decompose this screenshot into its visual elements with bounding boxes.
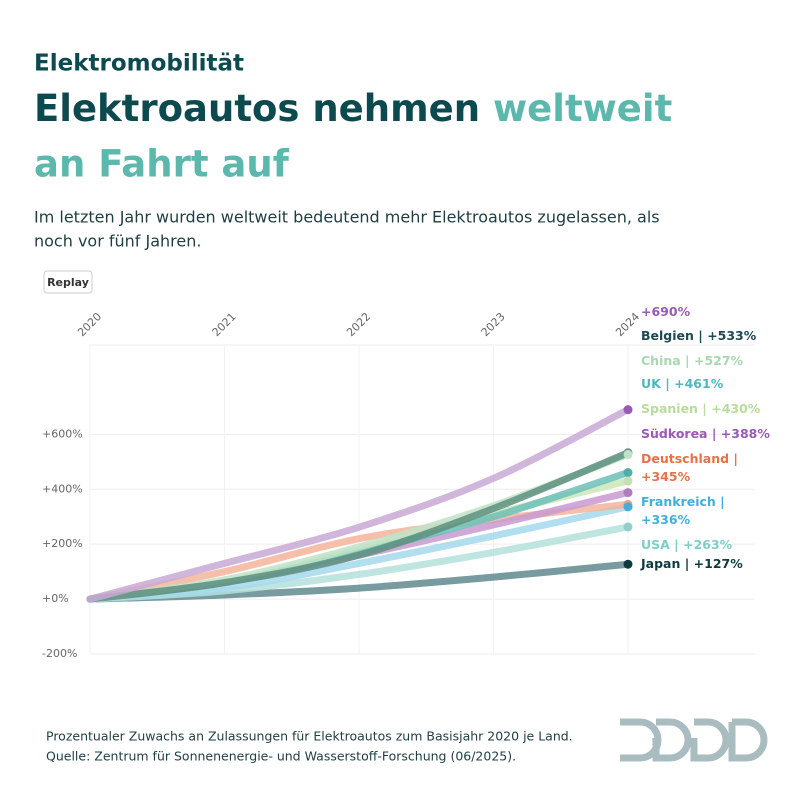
series-label: Deutschland | +345%	[641, 451, 742, 484]
series-label: Spanien | +430%	[641, 401, 761, 416]
value-label: +527%	[694, 353, 744, 368]
footnote: Prozentualer Zuwachs an Zulassungen für …	[46, 729, 573, 744]
value-label: +533%	[707, 328, 757, 343]
series-label: Südkorea | +388%	[641, 426, 770, 441]
x-tick-label: 2020	[75, 310, 104, 339]
series-label: Frankreich | +336%	[641, 494, 729, 527]
title-accent: weltweit	[493, 87, 672, 130]
series-line	[86, 406, 632, 603]
value-label: +690%	[641, 304, 691, 319]
subtitle: Im letzten Jahr wurden weltweit bedeuten…	[34, 208, 660, 227]
series-name: Belgien	[641, 328, 694, 343]
y-tick-label: -200%	[42, 647, 77, 660]
y-tick-label: +600%	[42, 427, 83, 440]
end-point	[623, 405, 633, 415]
series-label: UK | +461%	[641, 376, 724, 391]
value-label: +336%	[641, 512, 691, 527]
end-point	[623, 449, 633, 459]
title-part: Elektroautos nehmen	[34, 87, 493, 130]
end-point	[623, 468, 633, 478]
y-tick-label: +400%	[42, 482, 83, 495]
series-name: Spanien	[641, 401, 698, 416]
series-label: USA | +263%	[641, 537, 733, 552]
series-name: Frankreich	[641, 494, 716, 509]
x-tick-label: 2022	[344, 310, 373, 339]
value-label: +263%	[683, 537, 733, 552]
y-tick-label: +200%	[42, 537, 83, 550]
label-separator: |	[670, 537, 683, 552]
chart-title: Elektroautos nehmen weltweit	[34, 87, 672, 130]
logo	[620, 718, 768, 762]
x-tick-label: 2023	[479, 310, 508, 339]
value-label: +345%	[641, 469, 691, 484]
series-name: USA	[641, 537, 670, 552]
y-tick-label: +0%	[42, 592, 69, 605]
series-label: +690%	[641, 304, 691, 319]
series-line	[86, 449, 632, 603]
value-label: +127%	[694, 556, 744, 571]
series-label: China | +527%	[641, 353, 744, 368]
end-point	[623, 522, 633, 532]
value-label: +430%	[711, 401, 761, 416]
source: Quelle: Zentrum für Sonnenenergie- und W…	[46, 749, 516, 764]
series-name: Südkorea	[641, 426, 708, 441]
label-separator: |	[681, 353, 694, 368]
value-label: +461%	[674, 376, 724, 391]
label-separator: |	[680, 556, 693, 571]
end-point	[623, 559, 633, 569]
end-point	[623, 488, 633, 498]
series-label: Belgien | +533%	[641, 328, 757, 343]
value-label: +388%	[721, 426, 771, 441]
series-label: Japan | +127%	[640, 556, 743, 571]
kicker: Elektromobilität	[34, 51, 244, 77]
label-separator: |	[694, 328, 707, 343]
series-name: Deutschland	[641, 451, 729, 466]
label-separator: |	[729, 451, 742, 466]
end-point	[623, 502, 633, 512]
series-name: China	[641, 353, 681, 368]
label-separator: |	[716, 494, 729, 509]
label-separator: |	[708, 426, 721, 441]
x-tick-label: 2021	[210, 310, 239, 339]
end-point	[623, 476, 633, 486]
replay-label[interactable]: Replay	[47, 276, 89, 289]
subtitle: noch vor fünf Jahren.	[34, 232, 201, 251]
replay-button[interactable]	[43, 270, 93, 294]
title-accent-line: an Fahrt auf	[34, 143, 290, 186]
label-separator: |	[661, 376, 674, 391]
x-tick-label: 2024	[613, 310, 642, 339]
label-separator: |	[698, 401, 711, 416]
series-name: UK	[641, 376, 662, 391]
series-name: Japan	[640, 556, 680, 571]
